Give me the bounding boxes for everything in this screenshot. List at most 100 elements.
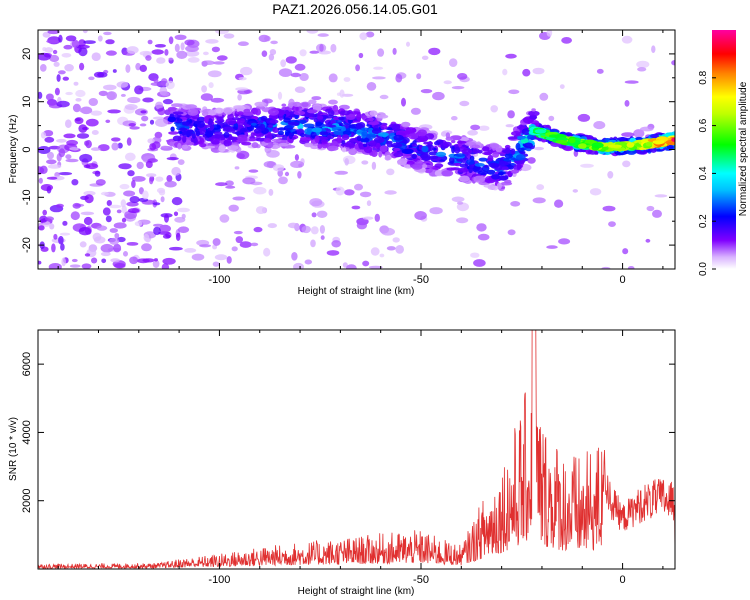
spectrogram-signal-blob [435,151,447,157]
spectrogram-noise-blob [161,263,170,269]
spectrogram-y-tick-label: 10 [21,96,33,108]
spectrogram-noise-blob [40,64,47,72]
snr-background [38,330,675,569]
snr-x-tick-label: -50 [413,574,429,586]
spectrogram-signal-blob [222,127,231,132]
spectrogram-noise-blob [72,202,81,209]
spectrogram-noise-blob [392,47,397,55]
spectrogram-signal-blob [190,136,198,144]
spectrogram-signal-blob [168,131,179,135]
spectrogram-signal-blob [472,166,484,173]
spectrogram-signal-blob [393,134,404,141]
spectrogram-signal-blob [178,127,188,131]
spectrogram-noise-blob [105,119,111,124]
spectrogram-noise-blob [39,165,48,174]
spectrogram-noise-blob [166,157,179,161]
spectrogram-noise-blob [268,188,274,196]
spectrogram-noise-blob [110,258,121,263]
spectrogram-noise-blob [38,260,42,265]
spectrogram-noise-blob [90,110,103,116]
spectrogram-noise-blob [490,105,499,113]
spectrogram-noise-blob [478,125,490,131]
spectrogram-noise-blob [139,50,153,56]
spectrogram-noise-blob [83,216,93,226]
spectrogram-signal-blob [510,169,519,174]
spectrogram-noise-blob [120,199,127,208]
spectrogram-noise-blob [381,227,395,236]
spectrogram-noise-blob [451,196,465,203]
spectrogram-noise-blob [58,235,64,245]
spectrogram-noise-blob [53,233,58,240]
spectrogram-noise-blob [362,216,374,220]
spectrogram-noise-blob [278,68,293,77]
spectrogram-signal-blob [230,136,239,141]
spectrogram-signal-blob [380,124,388,130]
spectrogram-noise-blob [51,243,56,253]
spectrogram-noise-blob [136,258,150,264]
spectrogram-noise-blob [62,220,68,226]
spectrogram-noise-blob [234,166,240,170]
spectrogram-noise-blob [116,209,122,214]
spectrogram-noise-blob [155,118,168,128]
spectrogram-noise-blob [56,100,70,108]
spectrogram-signal-blob [272,127,280,133]
spectrogram-signal-blob [455,153,465,158]
spectrogram-noise-blob [346,264,357,269]
spectrogram-signal-blob [398,158,407,166]
spectrogram-core-blob [548,134,559,138]
spectrogram-noise-blob [101,258,107,264]
spectrogram-signal-blob [408,132,419,140]
spectrogram-noise-blob [379,94,389,100]
spectrogram-signal-blob [486,169,496,175]
spectrogram-signal-blob [487,154,494,162]
spectrogram-noise-blob [177,159,185,166]
spectrogram-noise-blob [231,246,238,252]
spectrogram-signal-blob [341,140,346,145]
spectrogram-x-axis-label: Height of straight line (km) [298,286,415,297]
spectrogram-noise-blob [79,241,87,248]
spectrogram-signal-blob [344,142,356,148]
spectrogram-noise-blob [228,204,239,212]
spectrogram-noise-blob [226,256,232,264]
spectrogram-noise-blob [128,123,136,127]
spectrogram-core-blob [568,137,576,144]
spectrogram-signal-blob [356,112,362,121]
spectrogram-signal-blob [541,138,547,143]
spectrogram-signal-blob [299,132,306,138]
spectrogram-noise-blob [140,110,147,114]
spectrogram-noise-blob [416,73,422,80]
spectrogram-signal-blob [461,148,473,155]
spectrogram-noise-blob [199,244,212,248]
spectrogram-noise-blob [395,245,405,254]
spectrogram-noise-blob [62,76,69,81]
spectrogram-noise-blob [580,163,594,168]
spectrogram-signal-blob [478,157,488,162]
spectrogram-signal-blob [278,142,289,147]
spectrogram-noise-blob [154,44,166,48]
spectrogram-noise-blob [169,246,183,251]
spectrogram-signal-blob [310,145,319,150]
spectrogram-signal-blob [370,150,378,157]
spectrogram-signal-blob [528,110,540,117]
spectrogram-noise-blob [71,39,79,48]
spectrogram-x-tick-label: 0 [620,274,626,286]
spectrogram-signal-blob [251,142,259,149]
spectrogram-noise-blob [342,262,348,268]
spectrogram-signal-blob [484,177,496,184]
spectrogram-signal-blob [405,127,417,134]
spectrogram-noise-blob [602,205,616,212]
spectrogram-signal-blob [299,119,307,124]
spectrogram-signal-blob [488,162,500,168]
spectrogram-noise-blob [42,31,51,38]
spectrogram-signal-blob [510,148,516,155]
spectrogram-noise-blob [328,73,338,83]
spectrogram-noise-blob [211,46,220,53]
spectrogram-core-blob [534,129,547,134]
spectrogram-signal-blob [251,122,257,126]
spectrogram-noise-blob [253,186,267,195]
spectrogram-noise-blob [368,265,383,269]
spectrogram-noise-blob [330,43,337,53]
spectrogram-noise-blob [109,228,119,233]
spectrogram-noise-blob [38,146,51,154]
spectrogram-signal-blob [504,153,513,159]
